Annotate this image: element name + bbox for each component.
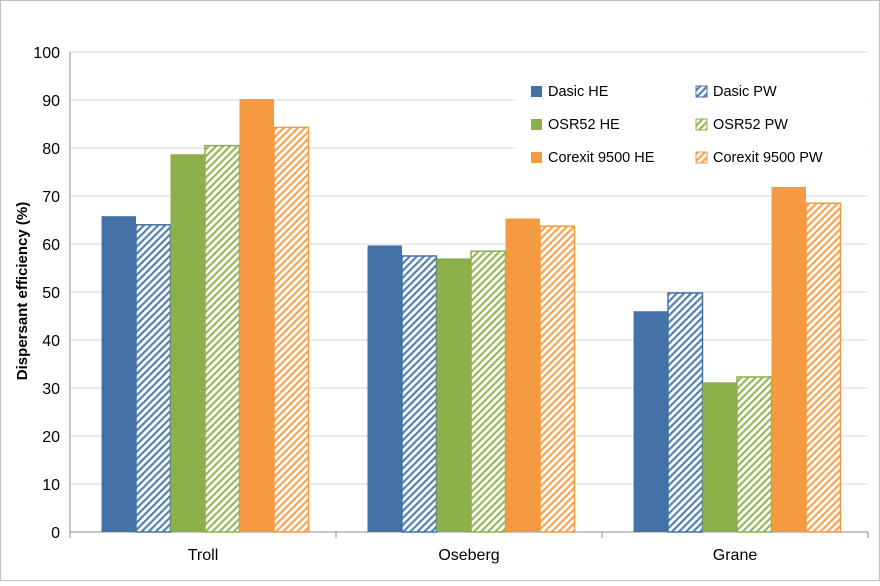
y-tick-label: 10 [42, 477, 60, 494]
legend-swatch-dasic-he [531, 86, 542, 97]
legend-swatch-dasic-pw [695, 85, 708, 98]
y-tick-label: 40 [42, 333, 60, 350]
y-tick-label: 50 [42, 285, 60, 302]
y-axis-label: Dispersant efficiency (%) [14, 202, 31, 380]
x-tick-label: Grane [713, 547, 758, 564]
bar-corexit-9500-pw-troll [273, 126, 310, 533]
tick-labels: 0 10 20 30 40 50 60 70 80 90 100 Troll Oseberg Grane [33, 45, 757, 564]
bar-osr52-pw-troll [204, 144, 241, 533]
bar-osr52-pw-grane [736, 376, 773, 533]
y-tick-label: 60 [42, 237, 60, 254]
legend-label-corexit-9500-he: Corexit 9500 HE [548, 150, 655, 166]
bar-osr52-he-troll [170, 154, 205, 533]
bar-dasic-pw-grane [667, 292, 704, 533]
legend-label-corexit-9500-pw: Corexit 9500 PW [713, 150, 823, 166]
bar-dasic-he-grane [633, 311, 668, 532]
bar-corexit-9500-he-troll [239, 99, 274, 532]
bar-osr52-he-grane [702, 382, 737, 532]
y-tick-label: 20 [42, 429, 60, 446]
bar-osr52-pw-oseberg [470, 250, 507, 533]
legend-label-osr52-he: OSR52 HE [548, 117, 620, 133]
bar-corexit-9500-he-oseberg [505, 218, 540, 532]
legend-swatch-corexit-9500-pw [695, 151, 708, 164]
legend-swatch-osr52-pw [695, 118, 708, 131]
y-tick-label: 100 [33, 45, 60, 62]
x-tick-label: Oseberg [438, 547, 499, 564]
bar-dasic-pw-oseberg [401, 255, 438, 533]
bar-dasic-pw-troll [135, 224, 172, 533]
legend: Dasic HE Dasic PW OSR52 HE OSR52 PW Corexit … [515, 77, 867, 187]
bar-corexit-9500-pw-grane [805, 202, 842, 533]
y-tick-label: 0 [51, 525, 60, 542]
y-tick-label: 30 [42, 381, 60, 398]
bar-dasic-he-oseberg [367, 245, 402, 532]
bar-corexit-9500-pw-oseberg [539, 225, 576, 533]
y-tick-label: 90 [42, 93, 60, 110]
y-tick-label: 80 [42, 141, 60, 158]
bars [101, 99, 842, 533]
legend-swatch-osr52-he [531, 119, 542, 130]
legend-swatch-corexit-9500-he [531, 152, 542, 163]
x-tick-label: Troll [188, 547, 219, 564]
legend-background [515, 77, 867, 187]
bar-dasic-he-troll [101, 216, 136, 532]
bar-osr52-he-oseberg [436, 258, 471, 532]
legend-label-osr52-pw: OSR52 PW [713, 117, 788, 133]
legend-label-dasic-pw: Dasic PW [713, 84, 777, 100]
y-tick-label: 70 [42, 189, 60, 206]
legend-label-dasic-he: Dasic HE [548, 84, 609, 100]
bar-corexit-9500-he-grane [771, 183, 806, 533]
